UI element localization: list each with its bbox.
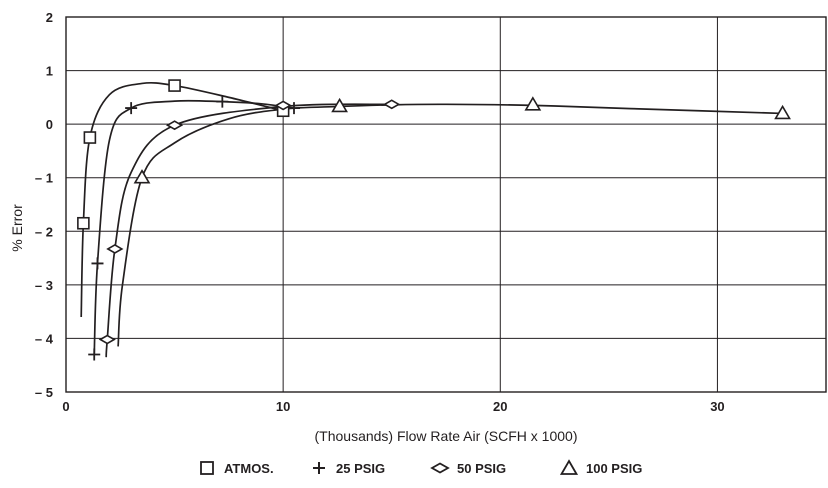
data-point-100-psig [331,97,348,113]
y-tick-label: 0 [46,117,53,132]
data-point-atmos [77,216,90,230]
x-tick-label: 10 [276,399,290,414]
legend-item-100-psig: 100 PSIG [559,459,642,476]
legend-item-atmos: ATMOS. [200,461,274,476]
data-point-25-psig [125,102,138,115]
series-line-50-psig [105,103,392,358]
legend-plus-icon [313,462,325,474]
series-markers [77,79,791,361]
data-point-100-psig [524,96,542,111]
legend-triangle-icon [559,459,579,475]
y-tick-label: – 1 [35,171,53,186]
plot-frame [65,16,827,393]
data-point-25-psig [288,102,300,115]
y-axis-label: % Error [9,204,25,252]
data-point-100-psig [133,169,151,184]
legend-label: 100 PSIG [586,461,642,476]
grid [65,16,826,393]
y-tick-label: 1 [46,64,53,79]
data-point-25-psig [216,95,229,108]
y-tick-label: – 3 [35,278,53,293]
data-point-100-psig [774,104,791,120]
data-point-50-psig [106,244,124,254]
data-point-50-psig [98,334,116,345]
series-line-25-psig [93,99,295,355]
data-point-50-psig [383,99,401,110]
data-point-50-psig [274,100,292,111]
legend-square-icon [200,461,214,475]
x-tick-label: 20 [493,399,507,414]
x-axis-label: (Thousands) Flow Rate Air (SCFH x 1000) [315,428,578,444]
legend-item-50-psig: 50 PSIG [430,461,506,476]
legend-item-25-psig: 25 PSIG [313,461,385,476]
x-tick-label: 30 [710,399,724,414]
data-point-25-psig [91,257,104,270]
x-tick-label: 0 [62,399,69,414]
data-point-50-psig [165,120,184,131]
legend-diamond-icon [430,462,450,474]
legend-label: 25 PSIG [336,461,385,476]
series-line-100-psig [117,103,783,347]
data-point-atmos [168,79,181,92]
y-tick-label: – 2 [35,224,53,239]
data-point-atmos [83,131,97,144]
y-tick-label: 2 [46,10,53,25]
legend-label: ATMOS. [224,461,274,476]
y-tick-label: – 5 [35,385,53,400]
y-tick-label: – 4 [35,331,54,346]
data-point-25-psig [88,348,101,361]
legend: ATMOS. 25 PSIG 50 PSIG 100 PSIG [200,459,642,476]
legend-label: 50 PSIG [457,461,506,476]
